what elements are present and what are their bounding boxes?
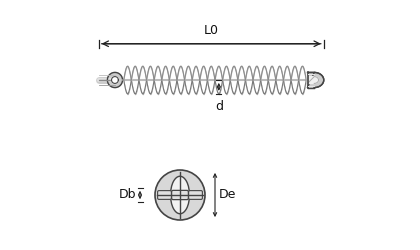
Text: d: d [215, 100, 223, 113]
FancyBboxPatch shape [158, 190, 171, 200]
Polygon shape [112, 76, 118, 84]
Circle shape [155, 170, 205, 220]
FancyBboxPatch shape [172, 190, 189, 200]
FancyBboxPatch shape [189, 190, 202, 200]
Text: Db: Db [119, 188, 136, 202]
Polygon shape [307, 76, 318, 84]
Ellipse shape [171, 176, 189, 214]
Polygon shape [307, 72, 314, 88]
Polygon shape [108, 72, 122, 88]
Polygon shape [307, 72, 324, 88]
Text: L0: L0 [204, 24, 219, 38]
Text: De: De [219, 188, 236, 202]
